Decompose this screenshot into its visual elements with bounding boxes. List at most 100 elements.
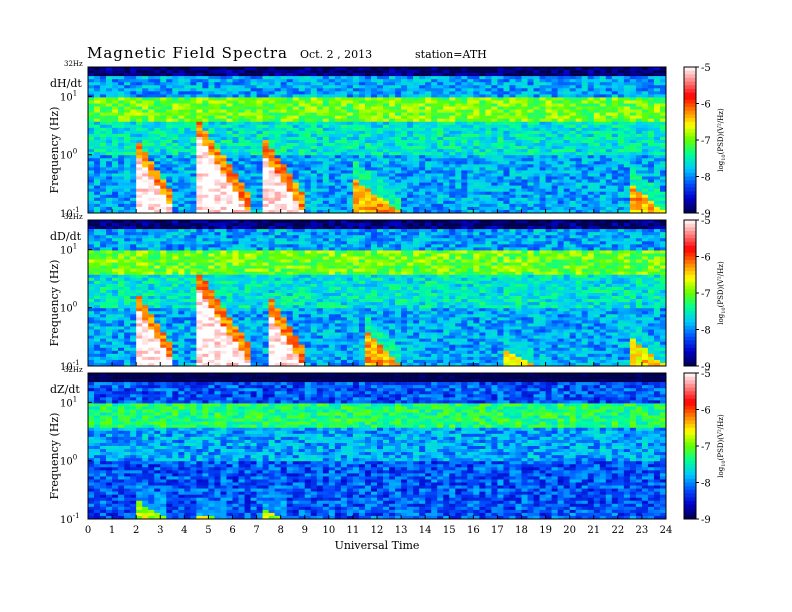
spectrogram-cell: [166, 223, 173, 227]
spectrogram-cell: [142, 97, 149, 101]
spectrogram-cell: [491, 106, 498, 110]
spectrogram-cell: [479, 223, 486, 227]
spectrogram-cell: [94, 146, 101, 150]
spectrogram-cell: [256, 179, 263, 183]
spectrogram-cell: [148, 185, 155, 189]
spectrogram-cell: [425, 109, 432, 113]
spectrogram-cell: [485, 100, 492, 104]
spectrogram-cell: [437, 164, 444, 168]
spectrogram-cell: [100, 223, 107, 227]
spectrogram-cell: [515, 185, 522, 189]
spectrogram-cell: [395, 73, 402, 77]
spectrogram-cell: [629, 73, 637, 77]
spectrogram-cell: [569, 88, 576, 92]
spectrogram-cell: [437, 136, 444, 141]
spectrogram-cell: [352, 91, 360, 95]
spectrogram-cell: [130, 170, 137, 174]
spectrogram-cell: [214, 94, 221, 98]
spectrogram-cell: [617, 226, 625, 230]
spectrogram-cell: [112, 173, 119, 177]
spectrogram-cell: [328, 133, 336, 138]
spectrogram-cell: [292, 91, 300, 95]
spectrogram-cell: [539, 130, 546, 135]
spectrogram-cell: [100, 82, 107, 86]
spectrogram-cell: [346, 161, 354, 165]
spectrogram-cell: [515, 176, 522, 180]
spectrogram-cell: [112, 103, 119, 107]
spectrogram-cell: [479, 185, 486, 189]
spectrogram-cell: [473, 88, 480, 92]
spectrogram-cell: [611, 161, 619, 165]
spectrogram-cell: [575, 124, 583, 129]
spectrogram-cell: [142, 127, 149, 132]
spectrogram-cell: [575, 173, 583, 177]
spectrogram-cell: [232, 206, 239, 211]
spectrogram-cell: [364, 179, 372, 183]
spectrogram-cell: [635, 179, 643, 183]
spectrogram-cell: [425, 197, 432, 202]
spectrogram-cell: [130, 194, 137, 199]
spectrogram-cell: [286, 194, 294, 199]
spectrogram-cell: [611, 143, 619, 147]
spectrogram-cell: [340, 140, 348, 144]
spectrogram-cell: [286, 106, 294, 110]
spectrogram-cell: [154, 82, 161, 86]
spectrogram-cell: [509, 182, 516, 186]
spectrogram-cell: [611, 167, 619, 171]
spectrogram-cell: [497, 70, 504, 74]
spectrogram-cell: [226, 112, 233, 116]
spectrogram-cell: [214, 185, 221, 189]
spectrogram-cell: [208, 220, 215, 224]
spectrogram-cell: [527, 220, 534, 224]
spectrogram-cell: [515, 155, 522, 159]
spectrogram-cell: [196, 97, 203, 101]
spectrogram-cell: [94, 133, 101, 138]
spectrogram-cell: [136, 203, 143, 208]
spectrogram-cell: [581, 127, 589, 132]
spectrogram-cell: [88, 209, 95, 214]
spectrogram-cell: [533, 88, 540, 92]
spectrogram-cell: [190, 220, 197, 224]
spectrogram-cell: [533, 188, 540, 193]
spectrogram-cell: [94, 220, 101, 224]
spectrogram-cell: [473, 127, 480, 132]
spectrogram-cell: [557, 209, 564, 214]
spectrogram-cell: [172, 200, 179, 205]
spectrogram-cell: [286, 206, 294, 211]
spectrogram-cell: [599, 194, 607, 199]
spectrogram-cell: [316, 164, 324, 168]
spectrogram-cell: [491, 82, 498, 86]
spectrogram-cell: [118, 164, 125, 168]
spectrogram-cell: [160, 206, 167, 211]
spectrogram-cell: [100, 103, 107, 107]
spectrogram-cell: [473, 176, 480, 180]
spectrogram-cell: [340, 85, 348, 89]
spectrogram-cell: [407, 158, 414, 162]
spectrogram-cell: [593, 121, 601, 126]
spectrogram-cell: [106, 97, 113, 101]
spectrogram-cell: [431, 194, 438, 199]
spectrogram-cell: [262, 158, 269, 162]
spectrogram-cell: [593, 161, 601, 165]
spectrogram-cell: [184, 182, 191, 186]
spectrogram-cell: [407, 200, 414, 205]
spectrogram-cell: [413, 200, 420, 205]
spectrogram-cell: [184, 133, 191, 138]
spectrogram-cell: [557, 133, 564, 138]
spectrogram-cell: [184, 220, 191, 224]
spectrogram-cell: [431, 124, 438, 129]
spectrogram-cell: [653, 176, 661, 180]
spectrogram-cell: [533, 149, 540, 153]
spectrogram-cell: [100, 73, 107, 77]
spectrogram-cell: [635, 127, 643, 132]
spectrogram-cell: [292, 118, 300, 123]
spectrogram-cell: [653, 206, 661, 211]
spectrogram-cell: [401, 179, 408, 183]
spectrogram-cell: [533, 140, 540, 144]
spectrogram-cell: [401, 73, 408, 77]
spectrogram-cell: [268, 94, 275, 98]
spectrogram-cell: [425, 203, 432, 208]
spectrogram-cell: [130, 206, 137, 211]
spectrogram-cell: [340, 191, 348, 196]
spectrogram-cell: [184, 106, 191, 110]
